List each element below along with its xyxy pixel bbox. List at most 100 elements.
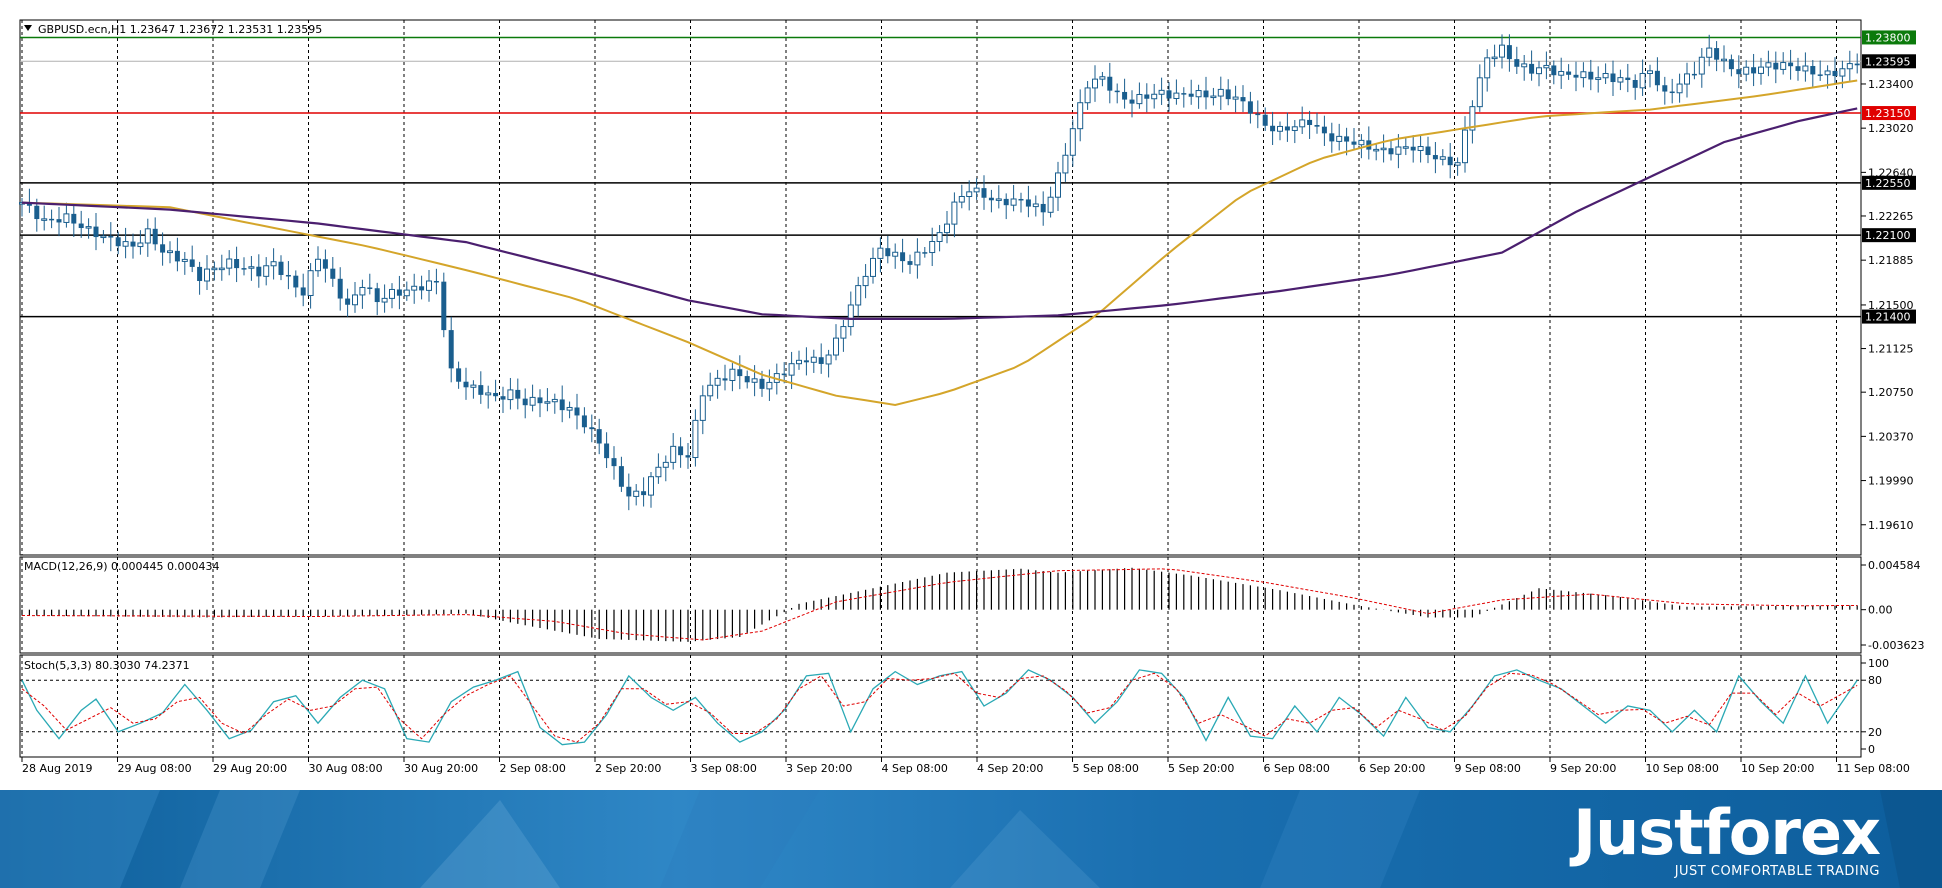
candle-bear — [1506, 45, 1512, 60]
footer-decoration — [0, 790, 1942, 888]
candle-bull — [270, 261, 277, 267]
candle-bear — [500, 396, 506, 400]
candle-bear — [1225, 89, 1231, 100]
candle-bull — [248, 266, 255, 269]
candle-bull — [1499, 44, 1505, 58]
chart-menu-icon[interactable] — [24, 25, 32, 31]
candle-bull — [1195, 90, 1202, 98]
candle-bear — [1240, 97, 1246, 102]
candle-bull — [766, 381, 773, 390]
candle-bull — [751, 378, 758, 383]
candle-bear — [456, 368, 462, 382]
candle-bull — [211, 267, 218, 271]
price-panel-title: GBPUSD.ecn,H1 1.23647 1.23672 1.23531 1.… — [38, 23, 322, 36]
y-tick-label: 1.19610 — [1868, 519, 1914, 532]
macd-signal-line — [21, 568, 1858, 641]
candle-bull — [788, 363, 795, 376]
candle-bull — [833, 337, 839, 356]
candle-bull — [470, 384, 477, 388]
candle-bear — [581, 415, 587, 428]
x-tick-label: 28 Aug 2019 — [22, 762, 92, 775]
candle-bear — [322, 259, 328, 269]
x-tick-label: 3 Sep 20:00 — [786, 762, 852, 775]
candle-bull — [670, 445, 677, 463]
candle-bear — [300, 287, 306, 296]
candle-bull — [1462, 129, 1468, 164]
candle-bull — [1136, 93, 1143, 105]
candle-bear — [1270, 125, 1276, 132]
candle-bull — [1291, 126, 1298, 131]
candle-bull — [699, 395, 706, 421]
candle-bear — [345, 298, 351, 305]
x-tick-label: 9 Sep 08:00 — [1455, 762, 1521, 775]
candle-bull — [914, 251, 921, 266]
candle-bear — [641, 491, 647, 496]
candle-bull — [1802, 65, 1809, 72]
macd-y-tick-label: -0.003623 — [1868, 639, 1924, 652]
candle-bear — [981, 188, 987, 198]
candle-bull — [1336, 135, 1343, 142]
candle-bear — [1122, 91, 1128, 100]
candle-bear — [1625, 77, 1631, 81]
candle-bear — [885, 248, 891, 257]
candle-bull — [1580, 71, 1587, 79]
candle-bear — [71, 213, 77, 224]
candle-bull — [1358, 139, 1365, 146]
trading-chart[interactable]: 1.23800 1.23595 1.23150 1.22550 1.22100 1.214… — [0, 0, 1942, 790]
price-level-badge — [1862, 30, 1916, 45]
candle-bear — [1344, 136, 1350, 142]
candle-bull — [892, 251, 899, 257]
candle-bear — [26, 202, 32, 206]
candle-bear — [1307, 119, 1313, 126]
candle-bull — [181, 258, 188, 262]
candle-bull — [1647, 70, 1653, 74]
candle-bear — [1107, 76, 1113, 91]
candle-bull — [1602, 72, 1609, 79]
candle-bull — [1469, 106, 1476, 131]
price-level-label: 1.23595 — [1865, 55, 1911, 68]
candle-bull — [1595, 77, 1602, 80]
macd-y-tick-label: 0.00 — [1868, 604, 1893, 617]
candle-bear — [256, 266, 262, 277]
candle-bear — [1129, 99, 1135, 104]
candle-bull — [1536, 67, 1542, 75]
candle-bear — [285, 274, 291, 277]
ma-slow-line — [21, 107, 1858, 320]
candle-bear — [737, 369, 743, 377]
candle-bull — [995, 198, 1002, 201]
x-tick-label: 6 Sep 08:00 — [1264, 762, 1330, 775]
candle-bear — [1728, 59, 1734, 70]
price-level-badge — [1862, 228, 1916, 243]
x-tick-label: 2 Sep 20:00 — [595, 762, 661, 775]
candle-bull — [862, 275, 869, 287]
candle-bear — [1144, 94, 1150, 99]
candle-bear — [1181, 93, 1187, 95]
candle-bull — [1706, 47, 1713, 58]
candle-bull — [1232, 96, 1239, 100]
candle-bear — [626, 486, 632, 497]
candle-bull — [1077, 102, 1084, 130]
candle-bear — [1388, 148, 1394, 155]
candle-bull — [1824, 70, 1831, 76]
candle-bull — [847, 304, 854, 328]
candle-bull — [1032, 203, 1039, 208]
candle-bull — [877, 247, 884, 259]
candle-bull — [1780, 62, 1787, 70]
price-panel-frame — [19, 19, 1862, 556]
candle-bull — [825, 354, 832, 365]
candle-bull — [566, 406, 573, 411]
candle-bull — [426, 280, 432, 291]
candle-bear — [1329, 133, 1335, 142]
candle-bull — [1439, 156, 1446, 160]
candle-bull — [929, 241, 936, 254]
candle-bear — [1351, 141, 1357, 145]
candle-bear — [330, 268, 336, 279]
candle-bear — [1529, 63, 1535, 74]
price-level-badge — [1862, 309, 1916, 324]
candle-bear — [907, 261, 913, 265]
candle-bull — [1521, 63, 1528, 68]
candle-bear — [1714, 48, 1720, 60]
x-tick-label: 29 Aug 08:00 — [118, 762, 192, 775]
candle-bull — [1484, 57, 1491, 79]
candle-bull — [1380, 147, 1387, 151]
